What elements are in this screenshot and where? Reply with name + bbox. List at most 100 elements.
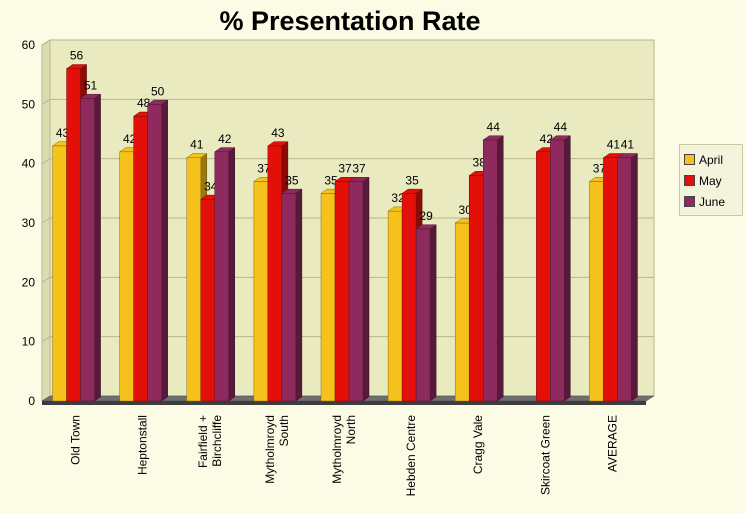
x-tick-label: Old Town bbox=[69, 415, 83, 465]
bar-top bbox=[348, 177, 370, 182]
data-label: 34 bbox=[204, 179, 218, 193]
data-label: 41 bbox=[190, 138, 204, 152]
data-label: 42 bbox=[540, 132, 554, 146]
bar-front bbox=[415, 228, 431, 402]
bar-front bbox=[147, 104, 162, 402]
bar-top bbox=[185, 153, 208, 158]
bar-front bbox=[589, 181, 604, 402]
data-label: 37 bbox=[593, 161, 607, 175]
bar-june bbox=[213, 147, 236, 402]
bar-top bbox=[267, 141, 289, 147]
x-tick-label: Skircoat Green bbox=[538, 415, 552, 495]
bar-side bbox=[429, 224, 437, 402]
legend-swatch bbox=[684, 175, 695, 186]
legend-swatch bbox=[684, 154, 695, 165]
legend-label: May bbox=[699, 173, 722, 188]
gridline-side bbox=[41, 217, 51, 224]
x-tick-label: Birchcliffe bbox=[210, 415, 224, 467]
data-label: 32 bbox=[391, 191, 405, 205]
bar-front bbox=[253, 181, 269, 402]
y-tick-label: 0 bbox=[28, 394, 35, 408]
data-label: 37 bbox=[257, 161, 271, 175]
chart-title: % Presentation Rate bbox=[219, 6, 481, 36]
bar-front bbox=[214, 151, 230, 402]
bar-june bbox=[549, 135, 572, 402]
bar-front bbox=[603, 157, 618, 402]
bar-side bbox=[564, 135, 571, 402]
data-label: 38 bbox=[473, 156, 487, 170]
bar-top bbox=[146, 99, 169, 105]
bar-top bbox=[65, 64, 88, 69]
bar-top bbox=[213, 147, 236, 153]
x-tick-label: South bbox=[277, 415, 291, 446]
bar-side bbox=[228, 147, 236, 402]
data-label: 48 bbox=[137, 96, 151, 110]
gridline-side bbox=[41, 158, 51, 165]
data-label: 30 bbox=[459, 203, 473, 217]
x-tick-label: Fairfield + bbox=[196, 415, 210, 468]
bar-side bbox=[295, 188, 303, 402]
legend-swatch bbox=[684, 196, 695, 207]
bar-front bbox=[482, 139, 498, 402]
data-label: 43 bbox=[271, 126, 285, 140]
bar-front bbox=[536, 151, 551, 402]
bar-front bbox=[334, 181, 350, 402]
bar-side bbox=[362, 176, 370, 402]
legend-item: April bbox=[684, 149, 742, 170]
bar-front bbox=[80, 98, 95, 402]
bar-front bbox=[281, 193, 297, 402]
legend-item: May bbox=[684, 170, 742, 191]
x-tick-label: Mytholmroyd bbox=[263, 415, 277, 484]
bar-front bbox=[454, 222, 470, 402]
data-label: 43 bbox=[56, 126, 70, 140]
bar-june bbox=[281, 188, 303, 402]
data-label: 50 bbox=[151, 84, 165, 98]
bar-front bbox=[320, 193, 336, 402]
bar-top bbox=[549, 135, 572, 141]
bar-front bbox=[468, 175, 484, 402]
data-label: 44 bbox=[487, 120, 501, 134]
bar-june bbox=[616, 153, 639, 402]
data-label: 41 bbox=[621, 138, 635, 152]
bar-top bbox=[415, 224, 437, 230]
y-tick-label: 60 bbox=[22, 38, 36, 52]
y-tick-label: 10 bbox=[22, 335, 36, 349]
bar-front bbox=[200, 199, 216, 402]
x-tick-label: Heptonstall bbox=[136, 415, 150, 475]
data-label: 42 bbox=[123, 132, 137, 146]
bar-june bbox=[482, 135, 505, 402]
bar-front bbox=[348, 181, 364, 402]
bar-front bbox=[66, 68, 81, 402]
y-tick-label: 20 bbox=[22, 275, 36, 289]
bar-front bbox=[387, 210, 403, 402]
x-tick-label: Hebden Centre bbox=[404, 415, 418, 497]
gridline-side bbox=[41, 98, 51, 105]
data-label: 29 bbox=[419, 209, 433, 223]
legend-item: June bbox=[684, 191, 742, 212]
bar-top bbox=[482, 135, 505, 141]
bar-side bbox=[631, 153, 638, 402]
bar-front bbox=[186, 157, 202, 402]
bar-top bbox=[281, 188, 303, 194]
bar-top bbox=[79, 93, 102, 99]
bar-front bbox=[617, 157, 632, 402]
bar-june bbox=[415, 224, 437, 402]
data-label: 37 bbox=[352, 161, 366, 175]
bar-front bbox=[119, 151, 134, 402]
bar-june bbox=[348, 176, 370, 402]
bar-side bbox=[496, 135, 504, 402]
data-label: 51 bbox=[84, 78, 98, 92]
bar-side bbox=[94, 93, 101, 402]
bar-front bbox=[267, 145, 283, 402]
data-label: 35 bbox=[324, 173, 338, 187]
gridline-side bbox=[41, 39, 51, 46]
bar-front bbox=[52, 145, 67, 402]
x-tick-label: North bbox=[344, 415, 358, 444]
x-tick-label: AVERAGE bbox=[605, 415, 619, 472]
bar-front bbox=[550, 139, 565, 402]
x-tick-label: Mytholmroyd bbox=[330, 415, 344, 484]
bar-side bbox=[161, 99, 168, 402]
data-label: 35 bbox=[405, 173, 419, 187]
data-label: 37 bbox=[338, 161, 352, 175]
